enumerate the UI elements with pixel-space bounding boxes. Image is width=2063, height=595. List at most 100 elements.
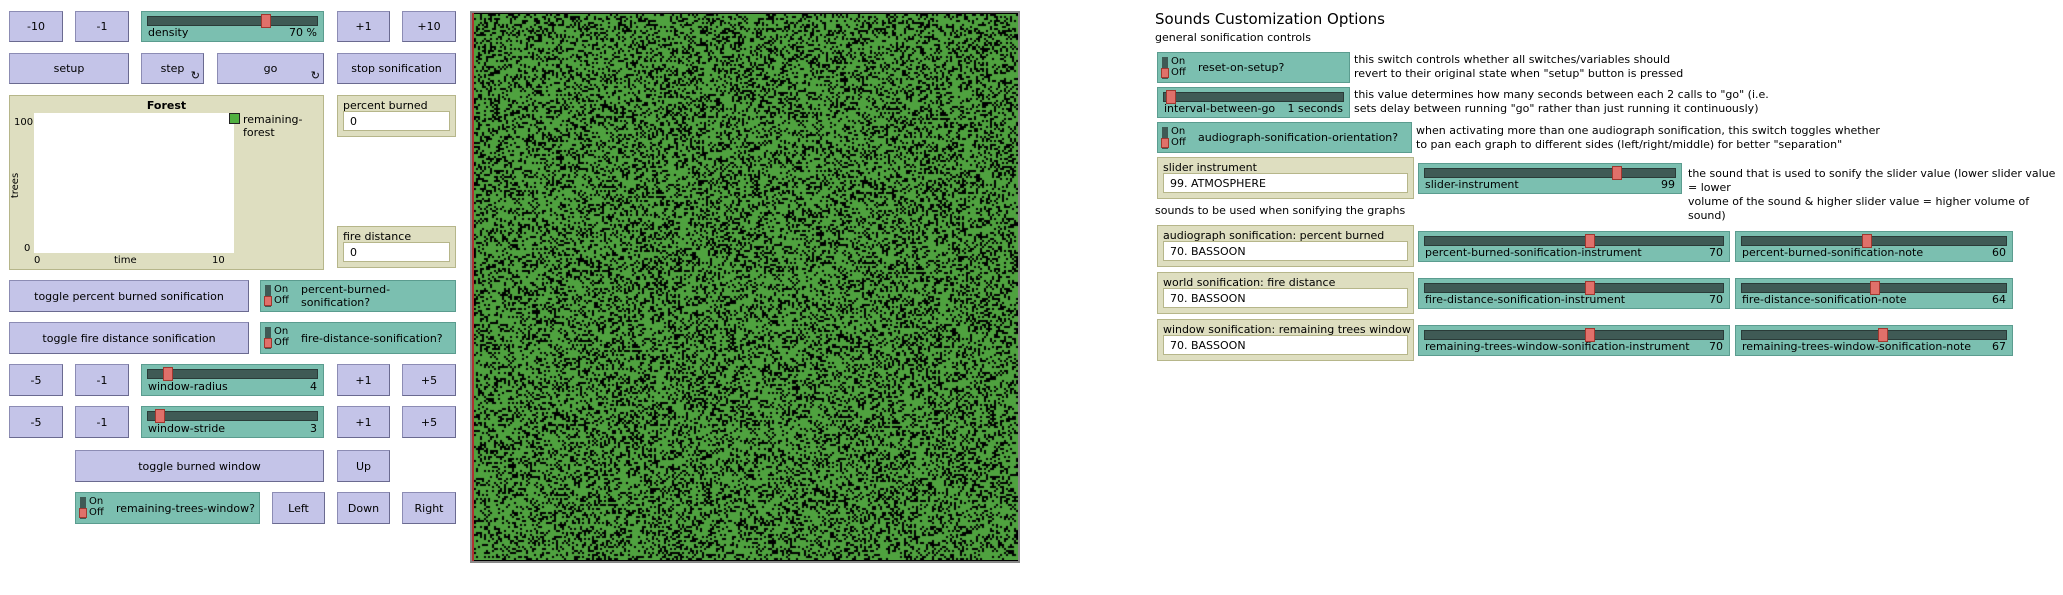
slider-knob[interactable] (1584, 328, 1595, 342)
slider-label: window-stride (148, 422, 226, 435)
stride-minus-1-button[interactable]: -1 (75, 406, 129, 438)
radius-minus-1-button[interactable]: -1 (75, 364, 129, 396)
remaining-trees-note-slider[interactable]: remaining-trees-window-sonification-note… (1735, 325, 2013, 356)
monitor-value: 0 (343, 242, 450, 262)
forever-icon: ↻ (190, 69, 200, 82)
fire-distance-instrument-slider[interactable]: fire-distance-sonification-instrument 70 (1418, 278, 1730, 309)
go-label: go (263, 62, 278, 75)
slider-track[interactable] (147, 411, 318, 421)
fire-distance-instrument-monitor: world sonification: fire distance 70. BA… (1157, 272, 1414, 314)
plot-xmax: 10 (212, 255, 225, 266)
slider-instrument-note: the sound that is used to sonify the sli… (1688, 167, 2056, 222)
slider-knob[interactable] (1877, 328, 1888, 342)
density-minus-1-button[interactable]: -1 (75, 11, 129, 42)
slider-value: 1 seconds (1287, 102, 1343, 115)
forest-patches (474, 14, 1018, 560)
slider-track[interactable] (1424, 168, 1676, 178)
interval-note: this value determines how many seconds b… (1354, 88, 1769, 115)
slider-label: interval-between-go (1164, 102, 1276, 115)
percent-burned-sonification-switch[interactable]: On Off percent-burned-sonification? (260, 280, 456, 312)
slider-label: fire-distance-sonification-instrument (1425, 293, 1626, 306)
stride-plus-5-button[interactable]: +5 (402, 406, 456, 438)
slider-knob[interactable] (261, 14, 272, 28)
graphs-subtitle: sounds to be used when sonifying the gra… (1155, 204, 1406, 217)
monitor-label: fire distance (343, 230, 412, 243)
slider-value: 70 (1709, 293, 1723, 306)
slider-track[interactable] (147, 16, 318, 26)
slider-knob[interactable] (1166, 90, 1177, 104)
monitor-label: percent burned (343, 99, 428, 112)
percent-burned-instrument-slider[interactable]: percent-burned-sonification-instrument 7… (1418, 231, 1730, 262)
stride-plus-1-button[interactable]: +1 (337, 406, 390, 438)
slider-track[interactable] (1741, 236, 2007, 246)
percent-burned-note-slider[interactable]: percent-burned-sonification-note 60 (1735, 231, 2013, 262)
density-plus-1-button[interactable]: +1 (337, 11, 390, 42)
forever-icon: ↻ (310, 69, 320, 82)
monitor-label: window sonification: remaining trees win… (1163, 323, 1411, 336)
slider-value: 70 % (289, 26, 317, 39)
switch-label: reset-on-setup? (1198, 61, 1285, 74)
slider-knob[interactable] (1862, 234, 1873, 248)
slider-value: 70 (1709, 340, 1723, 353)
audiograph-orientation-switch[interactable]: On Off audiograph-sonification-orientatio… (1157, 122, 1412, 153)
slider-label: remaining-trees-window-sonification-note (1742, 340, 1972, 353)
monitor-value: 70. BASSOON (1163, 241, 1408, 261)
step-button[interactable]: step ↻ (141, 53, 204, 84)
plot-xmin: 0 (34, 255, 41, 266)
density-minus-10-button[interactable]: -10 (9, 11, 63, 42)
radius-plus-1-button[interactable]: +1 (337, 364, 390, 396)
slider-track[interactable] (1424, 330, 1724, 340)
reset-on-setup-switch[interactable]: On Off reset-on-setup? (1157, 52, 1350, 83)
remaining-trees-instrument-monitor: window sonification: remaining trees win… (1157, 319, 1414, 361)
go-button[interactable]: go ↻ (217, 53, 324, 84)
remaining-trees-window-switch[interactable]: On Off remaining-trees-window? (75, 492, 260, 524)
density-plus-10-button[interactable]: +10 (402, 11, 456, 42)
slider-track[interactable] (147, 369, 318, 379)
plot-ylabel: trees (10, 172, 22, 199)
window-down-button[interactable]: Down (337, 492, 390, 524)
interval-between-go-slider[interactable]: interval-between-go 1 seconds (1157, 87, 1350, 118)
fire-distance-note-slider[interactable]: fire-distance-sonification-note 64 (1735, 278, 2013, 309)
window-radius-slider[interactable]: window-radius 4 (141, 364, 324, 396)
slider-knob[interactable] (1584, 234, 1595, 248)
toggle-burned-window-button[interactable]: toggle burned window (75, 450, 324, 482)
world-view[interactable] (470, 11, 1020, 563)
slider-label: fire-distance-sonification-note (1742, 293, 1907, 306)
slider-track[interactable] (1163, 92, 1344, 102)
monitor-value: 99. ATMOSPHERE (1163, 173, 1408, 193)
radius-minus-5-button[interactable]: -5 (9, 364, 63, 396)
window-stride-slider[interactable]: window-stride 3 (141, 406, 324, 438)
slider-track[interactable] (1424, 283, 1724, 293)
percent-burned-instrument-monitor: audiograph sonification: percent burned … (1157, 225, 1414, 267)
slider-knob[interactable] (1611, 166, 1622, 180)
legend-label: remaining-forest (243, 113, 303, 139)
window-right-button[interactable]: Right (402, 492, 456, 524)
density-slider[interactable]: density 70 % (141, 11, 324, 42)
stop-sonification-button[interactable]: stop sonification (337, 53, 456, 84)
monitor-value: 0 (343, 111, 450, 131)
slider-knob[interactable] (155, 409, 166, 423)
slider-instrument-slider[interactable]: slider-instrument 99 (1418, 163, 1682, 194)
fire-distance-sonification-switch[interactable]: On Off fire-distance-sonification? (260, 322, 456, 354)
window-left-button[interactable]: Left (272, 492, 325, 524)
orientation-note: when activating more than one audiograph… (1416, 124, 1880, 151)
slider-track[interactable] (1424, 236, 1724, 246)
slider-knob[interactable] (1870, 281, 1880, 295)
slider-value: 70 (1709, 246, 1723, 259)
radius-plus-5-button[interactable]: +5 (402, 364, 456, 396)
slider-knob[interactable] (163, 367, 174, 381)
toggle-percent-burned-button[interactable]: toggle percent burned sonification (9, 280, 249, 312)
window-up-button[interactable]: Up (337, 450, 390, 482)
stride-minus-5-button[interactable]: -5 (9, 406, 63, 438)
legend-swatch (229, 113, 240, 124)
slider-track[interactable] (1741, 330, 2007, 340)
plot-xlabel: time (114, 255, 137, 266)
remaining-trees-instrument-slider[interactable]: remaining-trees-window-sonification-inst… (1418, 325, 1730, 356)
slider-label: percent-burned-sonification-note (1742, 246, 1924, 259)
slider-knob[interactable] (1584, 281, 1595, 295)
plot-area (34, 113, 234, 253)
toggle-fire-distance-button[interactable]: toggle fire distance sonification (9, 322, 249, 354)
setup-button[interactable]: setup (9, 53, 129, 84)
switch-label: audiograph-sonification-orientation? (1198, 131, 1399, 144)
fire-distance-monitor: fire distance 0 (337, 226, 456, 268)
